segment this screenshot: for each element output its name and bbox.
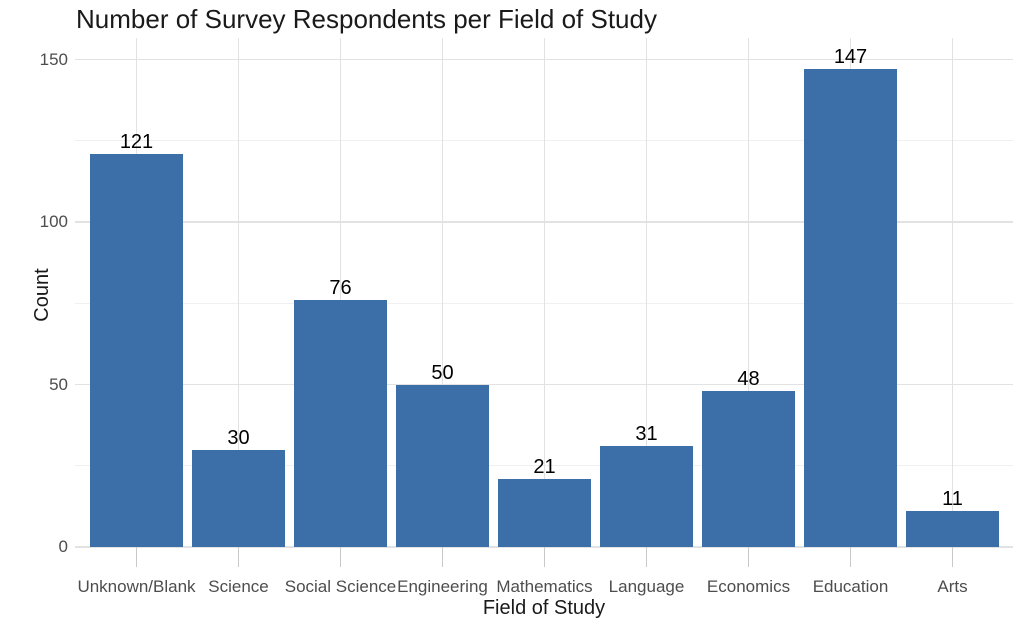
bar-economics <box>702 391 795 547</box>
gridline-vertical <box>747 38 750 547</box>
chart-title: Number of Survey Respondents per Field o… <box>76 4 657 34</box>
bar-unknown-blank <box>90 153 183 547</box>
y-tick-label: 0 <box>58 537 68 556</box>
x-axis-tick <box>339 547 342 567</box>
x-tick-label: Education <box>812 577 889 596</box>
x-axis-tick <box>441 547 444 567</box>
gridline-vertical <box>645 38 648 547</box>
x-axis-tick <box>543 547 546 567</box>
bar-value-label: 30 <box>227 426 250 449</box>
x-tick-label: Arts <box>937 577 968 596</box>
x-axis-tick <box>237 547 240 567</box>
bar-mathematics <box>498 478 591 547</box>
y-tick-label: 100 <box>39 212 68 231</box>
bar-science <box>192 449 285 547</box>
x-tick-label: Science <box>208 577 269 596</box>
x-tick-label: Social Science <box>284 577 397 596</box>
gridline-vertical <box>543 38 546 547</box>
bar-value-label: 76 <box>329 277 352 299</box>
x-axis-title: Field of Study <box>482 597 606 619</box>
x-axis-tick <box>951 547 954 567</box>
bar-engineering <box>396 384 489 547</box>
x-tick-label: Economics <box>706 577 791 596</box>
x-tick-label: Mathematics <box>496 577 593 596</box>
bar-value-label: 147 <box>833 46 868 69</box>
gridline-vertical <box>951 38 954 547</box>
bar-value-label: 11 <box>942 488 963 511</box>
bar-value-label: 121 <box>119 130 154 153</box>
y-tick-label: 50 <box>49 374 68 394</box>
bar-value-label: 21 <box>533 455 556 478</box>
x-tick-label: Engineering <box>397 577 488 596</box>
x-tick-label: Language <box>608 577 685 596</box>
y-tick-label: 150 <box>39 49 68 69</box>
x-axis-tick <box>645 547 648 567</box>
gridline-vertical <box>441 38 444 547</box>
gridline-vertical <box>339 38 342 547</box>
x-tick-label: Unknown/Blank <box>77 577 196 596</box>
x-axis-tick <box>849 547 852 567</box>
gridline-vertical <box>237 38 240 547</box>
bar-value-label: 48 <box>737 368 760 390</box>
bar-value-label: 31 <box>635 423 658 446</box>
bar-arts <box>906 511 999 547</box>
x-axis-tick <box>747 547 750 567</box>
bar-language <box>600 446 693 547</box>
bar-social-science <box>294 300 387 547</box>
bar-value-label: 50 <box>431 361 454 384</box>
x-axis-tick <box>135 547 138 567</box>
bar-education <box>804 69 897 547</box>
